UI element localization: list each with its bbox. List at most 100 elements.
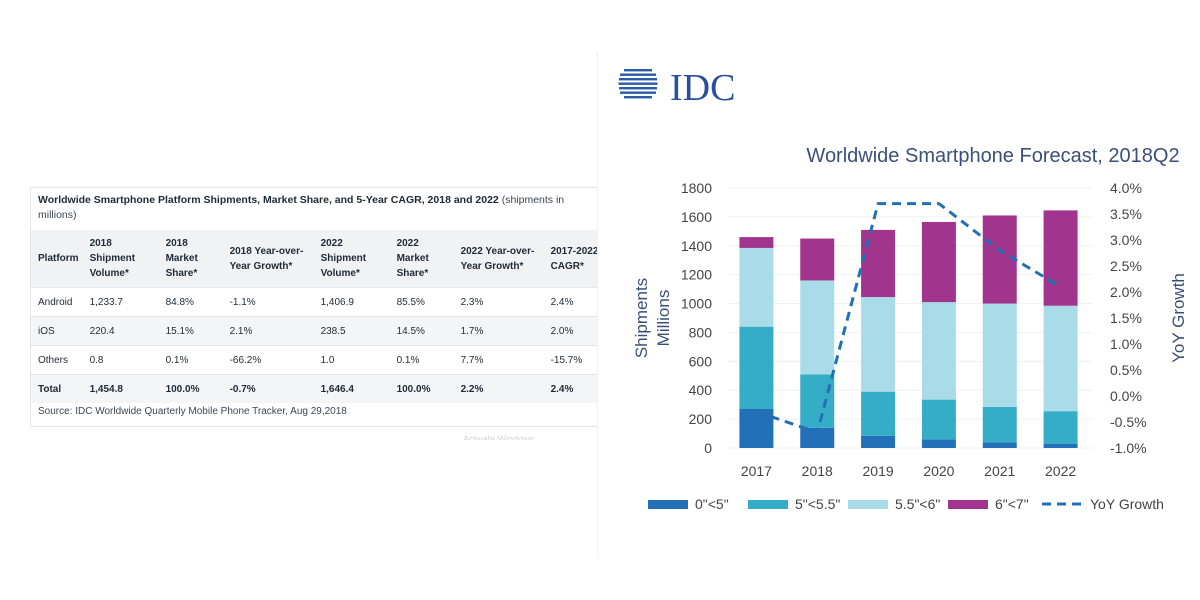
table-cell: 2.0% xyxy=(543,316,605,346)
bar-segment xyxy=(1043,443,1078,448)
x-tick-label: 2019 xyxy=(863,463,894,479)
table-cell: 2.1% xyxy=(222,316,314,346)
table-row-total: Total 1,454.8 100.0% -0.7% 1,646.4 100.0… xyxy=(31,374,605,403)
col-header: 2018 Year-over-Year Growth* xyxy=(222,230,314,288)
legend-label: 6"<7" xyxy=(995,496,1029,512)
table-cell: -15.7% xyxy=(543,345,605,375)
table-cell: 1,406.9 xyxy=(313,287,390,317)
bar-segment xyxy=(739,409,774,448)
table-cell: iOS xyxy=(31,316,83,346)
x-tick-label: 2022 xyxy=(1045,463,1076,479)
platform-table-card: Worldwide Smartphone Platform Shipments,… xyxy=(30,187,605,427)
bar-segment xyxy=(982,215,1017,304)
bar-segment xyxy=(739,237,774,248)
col-header: 2022 Market Share* xyxy=(389,230,454,288)
bar-segment xyxy=(861,229,896,298)
col-header: 2022 Year-over-Year Growth* xyxy=(453,230,544,288)
y-tick-label: 400 xyxy=(689,382,713,398)
bar-segment xyxy=(861,391,896,436)
y2-tick-label: -0.5% xyxy=(1110,414,1147,430)
table-cell: 2.2% xyxy=(453,374,544,403)
table-cell: Android xyxy=(31,287,83,317)
table-cell: -1.1% xyxy=(222,287,314,317)
y-tick-label: 1200 xyxy=(681,267,712,283)
yoy-growth-line xyxy=(755,202,1062,435)
y-axis-label-line2: Millions xyxy=(654,290,673,347)
y2-tick-label: 4.0% xyxy=(1110,180,1142,196)
bar-segment xyxy=(982,406,1017,443)
bar-segment xyxy=(1043,411,1078,444)
bar-segment xyxy=(800,238,835,281)
legend-swatch xyxy=(648,500,688,509)
table-cell: 2.4% xyxy=(543,287,605,317)
col-header: 2018 Market Share* xyxy=(158,230,223,288)
y2-tick-label: -1.0% xyxy=(1110,440,1147,456)
y2-tick-label: 3.5% xyxy=(1110,206,1142,222)
col-header: 2022 Shipment Volume* xyxy=(313,230,390,288)
forecast-chart: IDC Worldwide Smartphone Forecast, 2018Q… xyxy=(618,67,1188,512)
bar-segment xyxy=(921,302,956,400)
table-cell: 1,233.7 xyxy=(82,287,159,317)
bar-segment xyxy=(921,439,956,448)
table-row: iOS 220.4 15.1% 2.1% 238.5 14.5% 1.7% 2.… xyxy=(31,316,605,346)
bar-segment xyxy=(1043,305,1078,412)
y-tick-label: 0 xyxy=(704,440,712,456)
col-header: 2018 Shipment Volume* xyxy=(82,230,159,288)
table-cell: 220.4 xyxy=(82,316,159,346)
y2-tick-label: 2.0% xyxy=(1110,284,1142,300)
y2-tick-label: 0.0% xyxy=(1110,388,1142,404)
table-cell: 0.1% xyxy=(158,345,223,375)
table-cell: 0.1% xyxy=(389,345,454,375)
idc-globe-icon xyxy=(618,68,658,102)
table-cell: 85.5% xyxy=(389,287,454,317)
table-row: Android 1,233.7 84.8% -1.1% 1,406.9 85.5… xyxy=(31,287,605,317)
table-source: Source: IDC Worldwide Quarterly Mobile P… xyxy=(38,406,347,417)
table-title: Worldwide Smartphone Platform Shipments,… xyxy=(38,194,565,221)
legend-label: 0"<5" xyxy=(695,496,729,512)
table-cell: 1.0 xyxy=(313,345,390,375)
table-cell: 84.8% xyxy=(158,287,223,317)
x-tick-label: 2017 xyxy=(741,463,772,479)
x-tick-label: 2018 xyxy=(802,463,833,479)
y2-tick-label: 3.0% xyxy=(1110,232,1142,248)
table-cell: 100.0% xyxy=(158,374,223,403)
y-tick-label: 1400 xyxy=(681,238,712,254)
y-tick-label: 1800 xyxy=(681,180,712,196)
legend-label: 5"<5.5" xyxy=(795,496,840,512)
chart-gridlines xyxy=(728,187,1093,449)
chart-bars xyxy=(739,210,1078,448)
chart-legend: 0"<5" 5"<5.5" 5.5"<6" 6"<7" YoY Growth xyxy=(648,496,1164,512)
table-row: Others 0.8 0.1% -66.2% 1.0 0.1% 7.7% -15… xyxy=(31,345,605,375)
y-tick-label: 1000 xyxy=(681,296,712,312)
bar-segment xyxy=(982,442,1017,448)
table-cell: -66.2% xyxy=(222,345,314,375)
table-cell: 238.5 xyxy=(313,316,390,346)
table-cell: 1.7% xyxy=(453,316,544,346)
bar-segment xyxy=(800,280,835,375)
col-header: 2017-2022 CAGR* xyxy=(543,230,605,288)
table-cell: 2.4% xyxy=(543,374,605,403)
legend-swatch xyxy=(948,500,988,509)
y-tick-label: 600 xyxy=(689,353,713,369)
bar-segment xyxy=(800,374,835,428)
bar-segment xyxy=(800,427,835,448)
bar-segment xyxy=(861,297,896,392)
col-header: Platform xyxy=(31,230,83,288)
legend-swatch xyxy=(748,500,788,509)
bar-segment xyxy=(739,326,774,409)
y2-axis-label: YoY Growth xyxy=(1169,273,1188,363)
table-cell: 15.1% xyxy=(158,316,223,346)
chart-panel: IDC Worldwide Smartphone Forecast, 2018Q… xyxy=(598,52,1200,554)
legend-label: YoY Growth xyxy=(1090,496,1164,512)
legend-label: 5.5"<6" xyxy=(895,496,940,512)
chart-line xyxy=(755,202,1062,435)
y2-tick-label: 0.5% xyxy=(1110,362,1142,378)
y-tick-label: 1600 xyxy=(681,209,712,225)
table-cell: Total xyxy=(31,374,83,403)
idc-logo: IDC xyxy=(618,67,735,109)
table-cell: 100.0% xyxy=(389,374,454,403)
bar-segment xyxy=(982,303,1017,407)
y-axis-label-line1: Shipments xyxy=(632,278,651,358)
table-header-row: Platform 2018 Shipment Volume* 2018 Mark… xyxy=(31,230,605,288)
y-tick-label: 200 xyxy=(689,411,713,427)
